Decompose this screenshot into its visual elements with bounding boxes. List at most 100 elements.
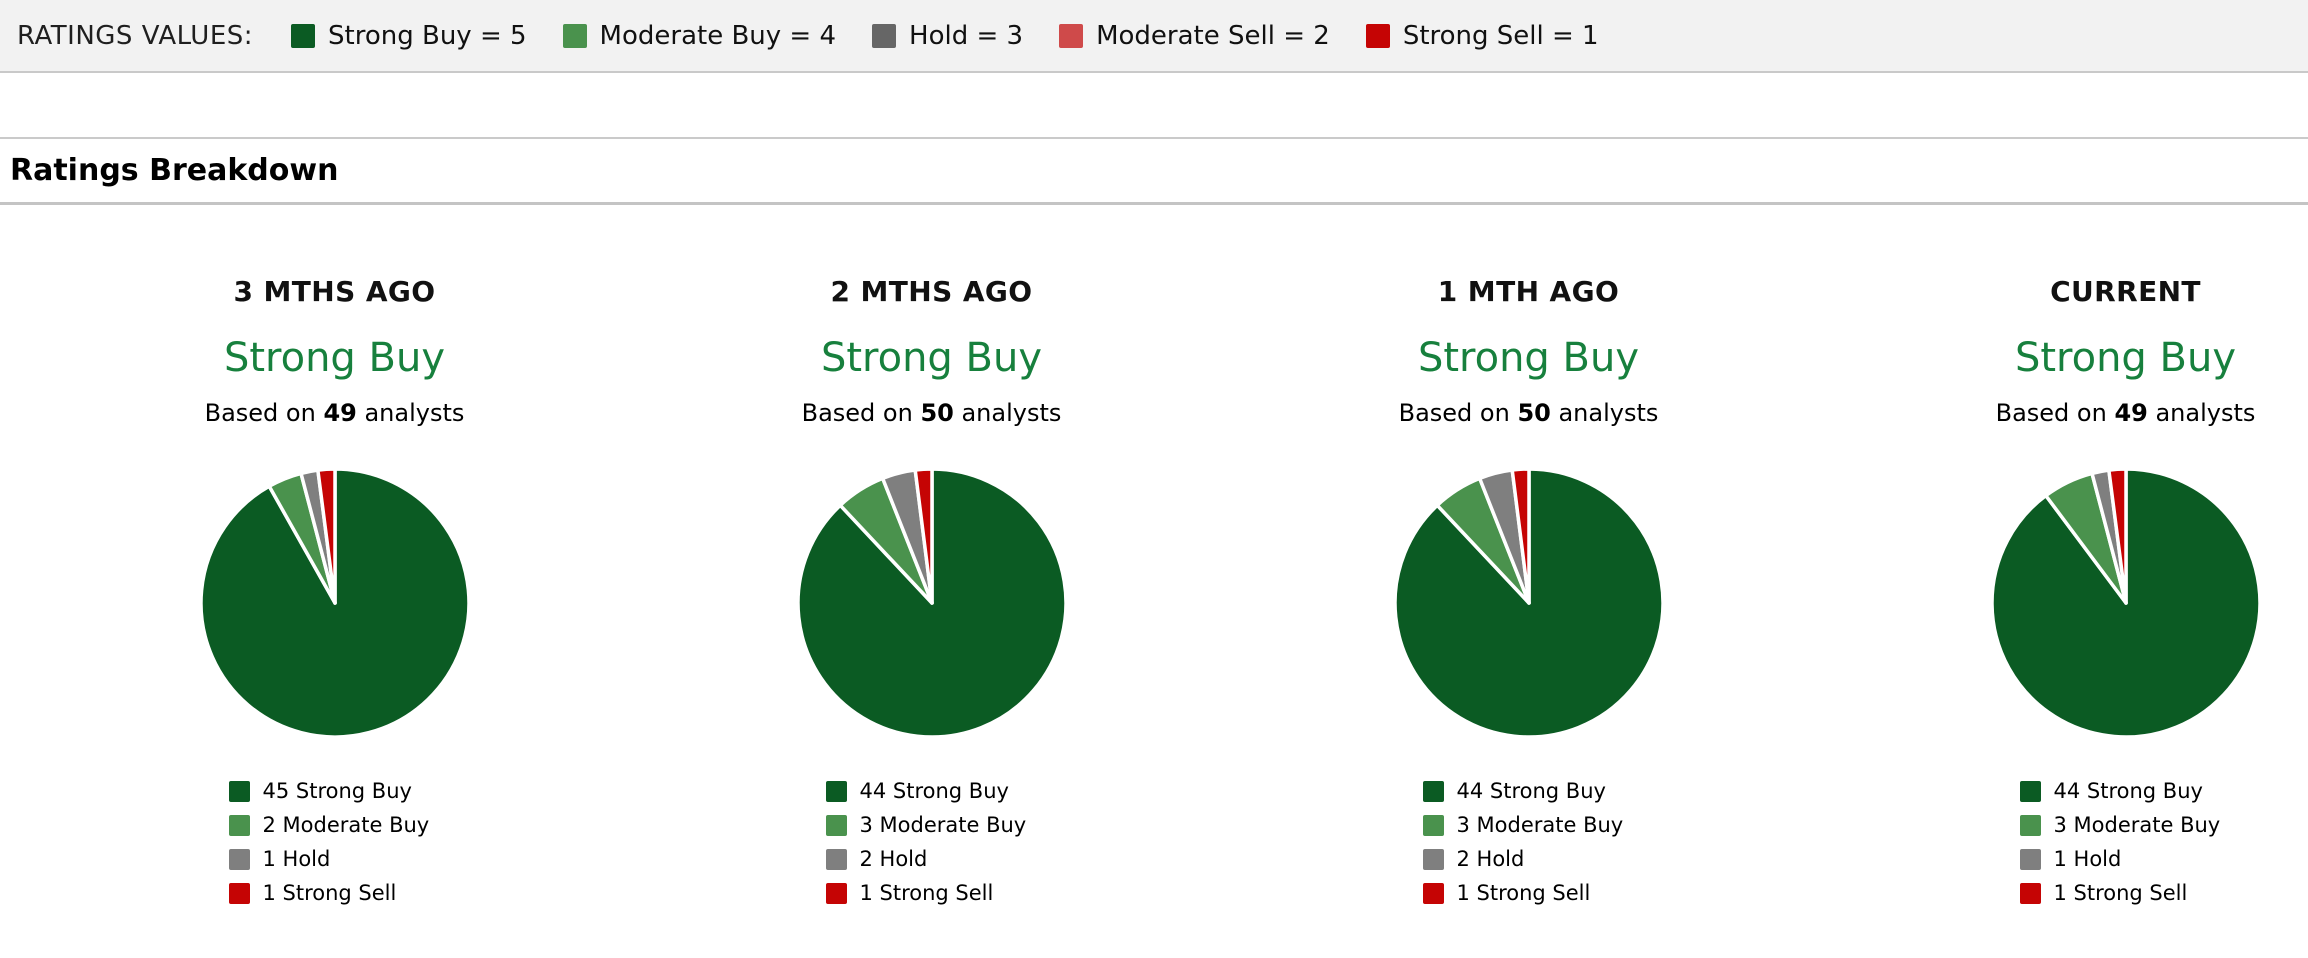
based-on-suffix: analysts bbox=[2147, 399, 2256, 427]
based-on-text: Based on 50 analysts bbox=[633, 399, 1230, 427]
pie-slice-strong-sell[interactable] bbox=[2106, 467, 2128, 605]
legend-label: 1 Strong Sell bbox=[859, 881, 994, 905]
ratings-columns: 3 MTHS AGO Strong Buy Based on 49 analys… bbox=[0, 205, 2308, 910]
pie-legend: 44 Strong Buy 3 Moderate Buy 2 Hold 1 St… bbox=[825, 774, 1038, 910]
based-on-suffix: analysts bbox=[1550, 399, 1659, 427]
analyst-count: 49 bbox=[2114, 399, 2148, 427]
based-on-suffix: analysts bbox=[356, 399, 465, 427]
analyst-count: 50 bbox=[1517, 399, 1551, 427]
legend-swatch-icon bbox=[228, 882, 250, 904]
based-on-prefix: Based on bbox=[1398, 399, 1518, 427]
rating-value-label: Moderate Buy = 4 bbox=[599, 20, 837, 51]
legend-label: 1 Strong Sell bbox=[262, 881, 397, 905]
ratings-values-bar: RATINGS VALUES: Strong Buy = 5 Moderate … bbox=[0, 0, 2308, 73]
legend-row: 3 Moderate Buy bbox=[825, 808, 1038, 842]
section-title: Ratings Breakdown bbox=[10, 153, 339, 188]
legend-swatch-icon bbox=[2019, 848, 2041, 870]
based-on-suffix: analysts bbox=[953, 399, 1062, 427]
rating-value-item: Strong Buy = 5 bbox=[291, 21, 527, 51]
period-label: 1 MTH AGO bbox=[1437, 275, 1620, 308]
legend-row: 3 Moderate Buy bbox=[1422, 808, 1635, 842]
legend-swatch-icon bbox=[1422, 848, 1444, 870]
legend-label: 3 Moderate Buy bbox=[2053, 813, 2221, 837]
based-on-text: Based on 50 analysts bbox=[1230, 399, 1827, 427]
analyst-count: 49 bbox=[323, 399, 357, 427]
rating-value-item: Strong Sell = 1 bbox=[1365, 20, 1599, 51]
rating-value-label: Strong Buy = 5 bbox=[328, 20, 527, 51]
ratings-column: 2 MTHS AGO Strong Buy Based on 50 analys… bbox=[633, 205, 1230, 910]
legend-row: 45 Strong Buy bbox=[228, 774, 441, 808]
ratings-column: 1 MTH AGO Strong Buy Based on 50 analyst… bbox=[1230, 205, 1827, 910]
rating-value-label: Strong Sell = 1 bbox=[1402, 20, 1599, 51]
consensus-label: Strong Buy bbox=[223, 335, 446, 381]
based-on-text: Based on 49 analysts bbox=[36, 399, 633, 427]
legend-label: 3 Moderate Buy bbox=[859, 813, 1027, 837]
ratings-values-title: RATINGS VALUES: bbox=[17, 20, 254, 51]
pie-chart[interactable] bbox=[197, 465, 473, 741]
rating-value-item: Moderate Buy = 4 bbox=[562, 20, 837, 51]
pie-chart[interactable] bbox=[1391, 465, 1667, 741]
analyst-count: 50 bbox=[920, 399, 954, 427]
ratings-values-items: Strong Buy = 5 Moderate Buy = 4 Hold = 3… bbox=[291, 21, 1599, 51]
legend-swatch-icon bbox=[228, 780, 250, 802]
legend-row: 44 Strong Buy bbox=[825, 774, 1038, 808]
pie-chart[interactable] bbox=[794, 465, 1070, 741]
pie-chart-wrap bbox=[1230, 465, 1827, 741]
legend-label: 2 Moderate Buy bbox=[262, 813, 430, 837]
legend-swatch-icon bbox=[228, 848, 250, 870]
legend-swatch-icon bbox=[825, 814, 847, 836]
legend-swatch-icon bbox=[1422, 814, 1444, 836]
pie-legend: 45 Strong Buy 2 Moderate Buy 1 Hold 1 St… bbox=[228, 774, 441, 910]
consensus-label: Strong Buy bbox=[2014, 335, 2237, 381]
pie-chart[interactable] bbox=[1988, 465, 2264, 741]
based-on-text: Based on 49 analysts bbox=[1827, 399, 2308, 427]
legend-row: 1 Strong Sell bbox=[1422, 876, 1635, 910]
pie-slice-strong-sell[interactable] bbox=[912, 467, 934, 605]
legend-label: 44 Strong Buy bbox=[2053, 779, 2203, 803]
legend-swatch-icon bbox=[1422, 780, 1444, 802]
legend-row: 1 Hold bbox=[2019, 842, 2232, 876]
pie-chart-wrap bbox=[633, 465, 1230, 741]
pie-slice-strong-sell[interactable] bbox=[315, 467, 337, 605]
legend-swatch-icon bbox=[825, 882, 847, 904]
legend-row: 1 Strong Sell bbox=[228, 876, 441, 910]
period-label: CURRENT bbox=[2050, 275, 2201, 308]
pie-chart-wrap bbox=[36, 465, 633, 741]
legend-swatch-icon bbox=[2019, 814, 2041, 836]
legend-swatch-icon bbox=[825, 780, 847, 802]
legend-label: 2 Hold bbox=[859, 847, 928, 871]
consensus-label: Strong Buy bbox=[1417, 335, 1640, 381]
legend-row: 1 Strong Sell bbox=[2019, 876, 2232, 910]
section-header: Ratings Breakdown bbox=[0, 137, 2308, 205]
legend-label: 1 Hold bbox=[2053, 847, 2122, 871]
ratings-column: 3 MTHS AGO Strong Buy Based on 49 analys… bbox=[36, 205, 633, 910]
rating-swatch-icon bbox=[872, 23, 897, 48]
rating-value-label: Moderate Sell = 2 bbox=[1096, 20, 1330, 51]
pie-legend: 44 Strong Buy 3 Moderate Buy 1 Hold 1 St… bbox=[2019, 774, 2232, 910]
legend-row: 1 Hold bbox=[228, 842, 441, 876]
pie-chart-wrap bbox=[1827, 465, 2308, 741]
rating-value-item: Hold = 3 bbox=[872, 21, 1023, 51]
based-on-prefix: Based on bbox=[204, 399, 324, 427]
legend-swatch-icon bbox=[825, 848, 847, 870]
rating-swatch-icon bbox=[1059, 23, 1084, 48]
legend-row: 44 Strong Buy bbox=[2019, 774, 2232, 808]
rating-value-item: Moderate Sell = 2 bbox=[1059, 21, 1330, 51]
rating-swatch-icon bbox=[291, 23, 316, 48]
based-on-prefix: Based on bbox=[801, 399, 921, 427]
period-label: 2 MTHS AGO bbox=[830, 275, 1033, 308]
ratings-column: CURRENT Strong Buy Based on 49 analysts … bbox=[1827, 205, 2308, 910]
legend-row: 2 Hold bbox=[1422, 842, 1635, 876]
legend-swatch-icon bbox=[2019, 882, 2041, 904]
legend-label: 3 Moderate Buy bbox=[1456, 813, 1624, 837]
consensus-label: Strong Buy bbox=[820, 335, 1043, 381]
legend-swatch-icon bbox=[2019, 780, 2041, 802]
legend-label: 1 Hold bbox=[262, 847, 331, 871]
legend-label: 44 Strong Buy bbox=[1456, 779, 1606, 803]
pie-slice-strong-sell[interactable] bbox=[1509, 467, 1531, 605]
legend-label: 2 Hold bbox=[1456, 847, 1525, 871]
legend-label: 1 Strong Sell bbox=[1456, 881, 1591, 905]
legend-swatch-icon bbox=[228, 814, 250, 836]
legend-row: 2 Moderate Buy bbox=[228, 808, 441, 842]
rating-swatch-icon bbox=[562, 23, 587, 48]
